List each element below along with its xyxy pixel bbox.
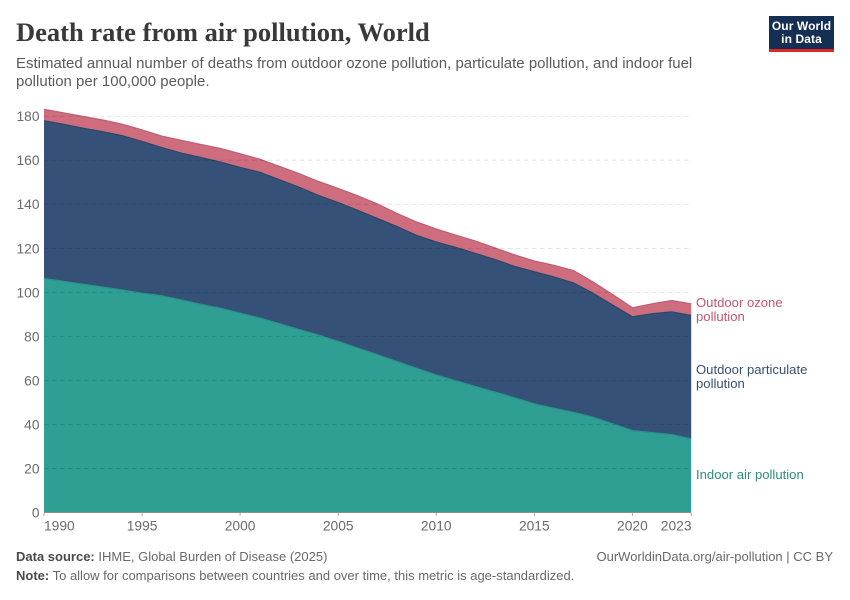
svg-text:160: 160 [16, 153, 39, 168]
svg-text:20: 20 [24, 461, 40, 476]
svg-text:2005: 2005 [323, 519, 354, 534]
svg-text:1995: 1995 [127, 519, 158, 534]
svg-text:2000: 2000 [225, 519, 256, 534]
svg-text:0: 0 [32, 505, 40, 520]
svg-text:120: 120 [16, 241, 39, 256]
svg-text:100: 100 [16, 285, 39, 300]
svg-text:40: 40 [24, 417, 40, 432]
svg-text:80: 80 [24, 329, 40, 344]
svg-text:180: 180 [16, 109, 39, 124]
svg-text:2023: 2023 [661, 519, 692, 534]
svg-text:140: 140 [16, 197, 39, 212]
svg-text:2015: 2015 [519, 519, 550, 534]
svg-text:60: 60 [24, 373, 40, 388]
svg-text:2010: 2010 [421, 519, 452, 534]
svg-text:2020: 2020 [617, 519, 648, 534]
svg-text:1990: 1990 [44, 519, 75, 534]
